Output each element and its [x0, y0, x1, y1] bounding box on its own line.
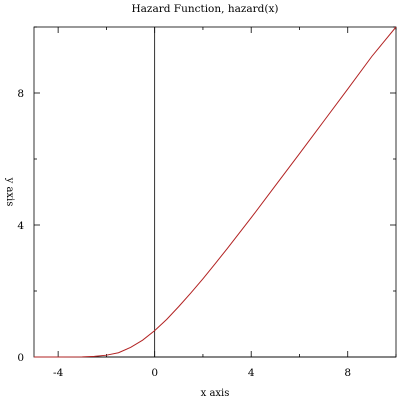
x-tick-label: 8 [344, 367, 351, 379]
axis-ticks [34, 26, 397, 358]
y-tick-label: 8 [17, 88, 24, 100]
y-axis-label: y axis [4, 177, 15, 207]
x-axis-label: x axis [201, 388, 230, 399]
y-tick-label: 4 [17, 220, 24, 232]
x-tick-label: 0 [151, 367, 158, 379]
y-tick-label: 0 [17, 352, 24, 364]
axis-tick-labels: -4 0 4 8 0 4 8 [17, 88, 351, 379]
series-line [34, 26, 397, 358]
chart-title: Hazard Function, hazard(x) [132, 3, 279, 15]
x-tick-label: 4 [248, 367, 255, 379]
series-layer [34, 26, 397, 358]
x-tick-label: -4 [53, 367, 64, 379]
plot-frame [33, 26, 397, 358]
